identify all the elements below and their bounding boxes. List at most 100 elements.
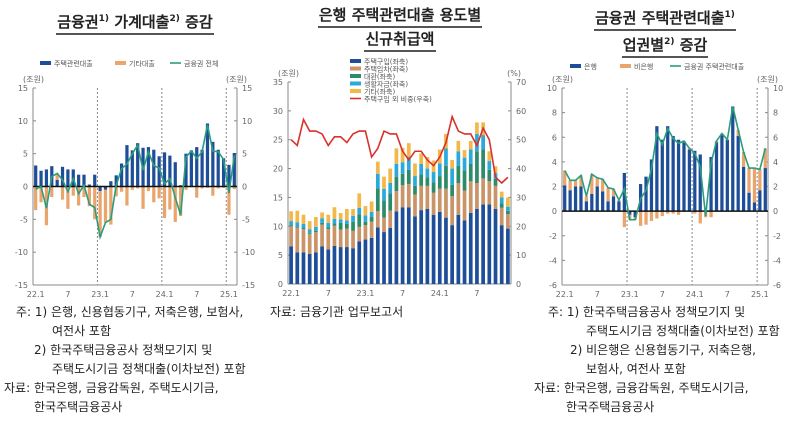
bar-series1 — [506, 214, 510, 229]
bar-series1 — [326, 229, 331, 250]
bar-series1 — [649, 211, 654, 221]
bar-series1 — [216, 186, 220, 189]
source-line: 자료: 한국은행, 금융감독원, 주택도시기금, — [4, 381, 219, 395]
bar-series2 — [475, 151, 479, 183]
title-text: 금융권 주택관련대출 — [595, 9, 725, 27]
bar-primary — [114, 175, 118, 187]
y-tick-label: 10 — [18, 117, 28, 126]
bar-series2 — [375, 188, 380, 212]
bar-series1 — [34, 186, 38, 211]
bar-series4 — [456, 140, 461, 152]
y-tick-label: -2 — [549, 232, 557, 241]
bar-series1 — [601, 179, 605, 192]
bar-series1 — [119, 186, 124, 192]
bar-series4 — [406, 143, 411, 158]
x-tick-label: 24.1 — [431, 289, 449, 298]
y-tick-label: 0 — [278, 280, 283, 289]
y-tick-label: 0 — [23, 183, 28, 192]
bar-series2 — [437, 176, 442, 189]
bar-primary — [468, 213, 473, 284]
bar-series1 — [450, 196, 455, 226]
footnote-mark: 1) — [98, 14, 110, 24]
bar-series2 — [468, 163, 473, 182]
bar-series1 — [413, 194, 417, 217]
bar-primary — [499, 225, 504, 284]
bar-primary — [307, 253, 312, 284]
notes-middle: 자료: 금융기관 업무보고서 — [270, 303, 403, 322]
source-line: 한국주택금융공사 — [566, 400, 655, 414]
y-tick-label: 10 — [273, 222, 283, 231]
y-right-tick-label: 40 — [516, 165, 526, 174]
bar-series3 — [375, 173, 380, 189]
bar-series1 — [499, 207, 504, 226]
bar-primary — [109, 181, 113, 187]
bar-series3 — [369, 211, 374, 218]
x-tick-label: 7 — [65, 290, 70, 299]
bar-series2 — [351, 221, 355, 231]
bar-series1 — [666, 211, 670, 214]
legend-swatch — [350, 81, 361, 86]
bar-primary — [709, 156, 713, 212]
bar-primary — [400, 207, 405, 284]
bar-primary — [119, 163, 124, 187]
bar-primary — [55, 179, 59, 187]
bar-series2 — [487, 169, 492, 182]
bar-series4 — [338, 213, 343, 220]
bar-primary — [437, 211, 442, 284]
bar-series3 — [506, 206, 510, 211]
bar-series1 — [173, 186, 177, 222]
bar-series2 — [462, 170, 467, 191]
series-line — [35, 124, 236, 241]
bar-series1 — [60, 186, 65, 200]
bar-series1 — [419, 185, 424, 211]
bar-primary — [98, 186, 102, 192]
bar-primary — [633, 211, 637, 218]
bar-series1 — [109, 186, 113, 225]
bar-series1 — [332, 225, 337, 246]
bar-series3 — [320, 218, 324, 223]
notes-right: 주: 1) 한국주택금융공사 정책모기지 및 주택도시기금 정책대출(이차보전)… — [534, 303, 780, 417]
legend-swatch — [350, 66, 361, 71]
legend-label: 대환(좌축) — [364, 72, 395, 81]
bar-series4 — [314, 217, 318, 227]
note-line: 주: 1) 은행, 신용협동기구, 저축은행, 보험사, — [16, 305, 244, 319]
bar-series1 — [671, 211, 675, 214]
bar-series1 — [676, 211, 681, 215]
bar-series3 — [475, 133, 479, 152]
bar-series1 — [758, 169, 762, 191]
bar-series1 — [136, 186, 140, 189]
legend-label: 주택관련대출 — [54, 59, 93, 68]
bar-series1 — [375, 211, 380, 228]
bar-series1 — [184, 186, 188, 190]
bar-series1 — [655, 211, 659, 219]
bar-primary — [394, 211, 399, 284]
bar-series2 — [369, 217, 374, 222]
legend-label: 생활자금(좌축) — [364, 80, 408, 89]
bar-series2 — [456, 165, 461, 183]
bar-primary — [382, 232, 386, 284]
bar-series1 — [475, 183, 479, 209]
bar-primary — [93, 174, 97, 187]
bar-primary — [332, 245, 337, 284]
footnote-mark: 2) — [664, 37, 675, 47]
title-text: 업권별 — [622, 36, 665, 54]
bar-series2 — [493, 178, 498, 186]
bar-primary — [66, 169, 70, 187]
bar-series1 — [584, 196, 589, 202]
bar-primary — [644, 176, 648, 212]
bar-primary — [649, 159, 654, 212]
y-right-tick-label: 6 — [773, 133, 778, 142]
bar-series1 — [388, 210, 393, 229]
bar-series1 — [98, 191, 102, 238]
bar-series1 — [130, 186, 134, 190]
bar-series1 — [763, 148, 767, 169]
footnote-mark: 2) — [169, 14, 180, 24]
y-tick-label: 25 — [273, 136, 283, 145]
bar-series4 — [475, 122, 479, 134]
bar-series4 — [388, 168, 393, 183]
title-text: 증감 — [179, 13, 213, 31]
y-right-tick-label: 2 — [773, 183, 778, 192]
y-tick-label: 10 — [547, 84, 557, 93]
bar-series3 — [487, 161, 492, 170]
bar-series4 — [450, 159, 455, 169]
